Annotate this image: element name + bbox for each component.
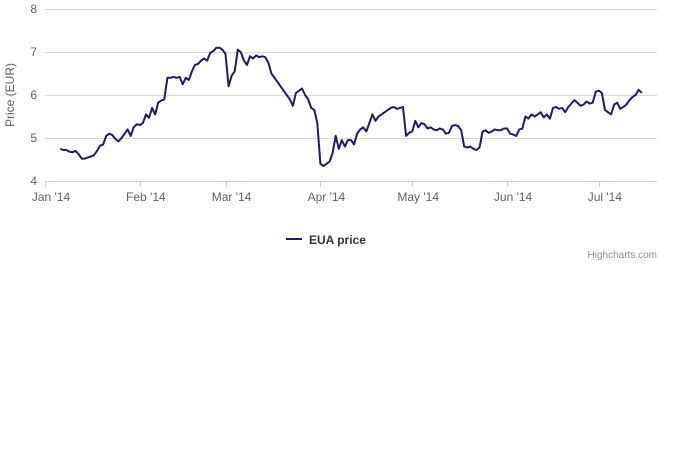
gridlines [45,9,657,139]
y-axis: Price (EUR) 4 5 6 7 8 [3,2,37,188]
y-tick-label: 5 [30,131,37,145]
x-tick-label: Jun '14 [494,190,533,204]
x-tick-label: Mar '14 [212,190,252,204]
x-tick-label: Jan '14 [32,190,71,204]
legend-item-label[interactable]: EUA price [309,233,366,247]
series-line-eua-price[interactable] [59,46,643,167]
y-axis-title: Price (EUR) [3,63,17,127]
x-axis: Jan '14 Feb '14 Mar '14 Apr '14 May '14 Jun '… [32,181,657,204]
x-tick-label: Jul '14 [588,190,623,204]
credits-link[interactable]: Highcharts.com [588,250,657,261]
y-tick-label: 4 [30,174,37,188]
y-tick-label: 6 [30,88,37,102]
x-tick-label: Apr '14 [308,190,346,204]
y-tick-label: 8 [30,2,37,16]
x-tick-label: Feb '14 [126,190,166,204]
series-group [59,46,643,167]
y-tick-label: 7 [30,45,37,59]
x-tick-label: May '14 [397,190,439,204]
legend[interactable]: EUA price [286,233,366,247]
